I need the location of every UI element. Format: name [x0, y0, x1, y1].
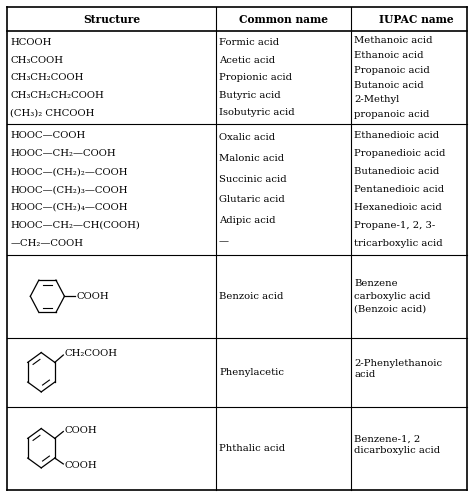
- Text: COOH: COOH: [64, 426, 97, 434]
- Text: Benzene: Benzene: [354, 279, 398, 288]
- Text: HOOC—COOH: HOOC—COOH: [10, 131, 86, 140]
- Text: COOH: COOH: [76, 292, 109, 301]
- Text: dicarboxylic acid: dicarboxylic acid: [354, 446, 440, 455]
- Text: HOOC—(CH₂)₂—COOH: HOOC—(CH₂)₂—COOH: [10, 167, 128, 176]
- Text: Propanedioic acid: Propanedioic acid: [354, 150, 446, 158]
- Text: HCOOH: HCOOH: [10, 38, 52, 47]
- Text: CH₃COOH: CH₃COOH: [10, 56, 64, 64]
- Text: HOOC—CH₂—CH(COOH): HOOC—CH₂—CH(COOH): [10, 221, 140, 230]
- Text: IUPAC name: IUPAC name: [379, 14, 453, 25]
- Text: Methanoic acid: Methanoic acid: [354, 36, 433, 45]
- Text: Phthalic acid: Phthalic acid: [219, 444, 285, 453]
- Text: Common name: Common name: [239, 14, 328, 25]
- Text: Oxalic acid: Oxalic acid: [219, 133, 275, 142]
- Text: Propane-1, 2, 3-: Propane-1, 2, 3-: [354, 221, 435, 230]
- Text: HOOC—(CH₂)₄—COOH: HOOC—(CH₂)₄—COOH: [10, 203, 128, 212]
- Text: Malonic acid: Malonic acid: [219, 154, 284, 163]
- Text: Isobutyric acid: Isobutyric acid: [219, 108, 295, 118]
- Text: CH₃CH₂COOH: CH₃CH₂COOH: [10, 73, 84, 82]
- Text: Hexanedioic acid: Hexanedioic acid: [354, 203, 442, 212]
- Text: Structure: Structure: [83, 14, 140, 25]
- Text: (CH₃)₂ CHCOOH: (CH₃)₂ CHCOOH: [10, 108, 95, 118]
- Text: Butanedioic acid: Butanedioic acid: [354, 167, 439, 176]
- Text: HOOC—CH₂—COOH: HOOC—CH₂—COOH: [10, 150, 116, 158]
- Text: propanoic acid: propanoic acid: [354, 110, 429, 119]
- Text: Adipic acid: Adipic acid: [219, 216, 275, 225]
- Text: CH₂COOH: CH₂COOH: [64, 349, 117, 358]
- Text: acid: acid: [354, 370, 375, 379]
- Text: Glutaric acid: Glutaric acid: [219, 195, 285, 205]
- Text: COOH: COOH: [64, 461, 97, 470]
- Text: Butyric acid: Butyric acid: [219, 91, 281, 100]
- Text: Acetic acid: Acetic acid: [219, 56, 275, 64]
- Text: —: —: [219, 237, 229, 246]
- Text: 2-Phenylethanoic: 2-Phenylethanoic: [354, 359, 442, 368]
- Text: Benzoic acid: Benzoic acid: [219, 292, 283, 301]
- Text: Butanoic acid: Butanoic acid: [354, 81, 424, 90]
- Text: carboxylic acid: carboxylic acid: [354, 292, 430, 301]
- Text: Benzene-1, 2: Benzene-1, 2: [354, 435, 420, 444]
- Text: Phenylacetic: Phenylacetic: [219, 368, 284, 377]
- Text: Succinic acid: Succinic acid: [219, 175, 287, 184]
- Text: —CH₂—COOH: —CH₂—COOH: [10, 239, 83, 248]
- Text: Ethanedioic acid: Ethanedioic acid: [354, 131, 439, 140]
- Text: Propionic acid: Propionic acid: [219, 73, 292, 82]
- Text: Formic acid: Formic acid: [219, 38, 279, 47]
- Text: tricarboxylic acid: tricarboxylic acid: [354, 239, 443, 248]
- Text: HOOC—(CH₂)₃—COOH: HOOC—(CH₂)₃—COOH: [10, 185, 128, 194]
- Text: (Benzoic acid): (Benzoic acid): [354, 304, 426, 313]
- Text: Propanoic acid: Propanoic acid: [354, 66, 430, 75]
- Text: Pentanedioic acid: Pentanedioic acid: [354, 185, 444, 194]
- Text: CH₃CH₂CH₂COOH: CH₃CH₂CH₂COOH: [10, 91, 104, 100]
- Text: Ethanoic acid: Ethanoic acid: [354, 51, 424, 60]
- Text: 2-Methyl: 2-Methyl: [354, 95, 399, 104]
